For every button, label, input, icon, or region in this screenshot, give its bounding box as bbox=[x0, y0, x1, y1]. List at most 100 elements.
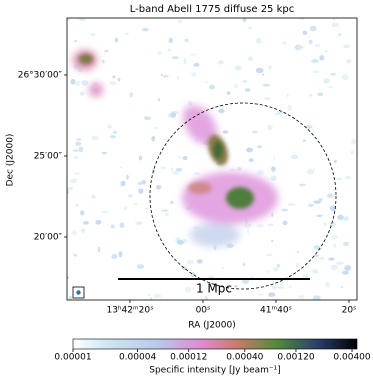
noise-speck bbox=[176, 75, 180, 80]
noise-speck bbox=[308, 39, 313, 45]
noise-speck bbox=[177, 19, 183, 24]
noise-speck bbox=[302, 30, 308, 35]
noise-speck bbox=[329, 205, 337, 212]
noise-speck bbox=[242, 262, 246, 267]
noise-speck bbox=[327, 85, 334, 88]
noise-speck bbox=[268, 292, 276, 297]
noise-speck bbox=[160, 73, 163, 77]
noise-speck bbox=[90, 33, 96, 36]
noise-speck bbox=[331, 22, 339, 27]
x-tick-label: 20ˢ bbox=[342, 306, 357, 316]
noise-speck bbox=[299, 183, 306, 187]
noise-speck bbox=[262, 83, 271, 87]
noise-speck bbox=[312, 70, 320, 73]
noise-speck bbox=[68, 295, 72, 300]
noise-speck bbox=[296, 262, 299, 269]
noise-speck bbox=[340, 286, 344, 289]
noise-speck bbox=[279, 279, 284, 286]
noise-speck bbox=[242, 79, 248, 83]
noise-speck bbox=[73, 155, 79, 160]
noise-speck bbox=[298, 294, 305, 299]
noise-speck bbox=[287, 104, 292, 111]
noise-speck bbox=[336, 177, 342, 181]
noise-speck bbox=[73, 253, 77, 257]
noise-speck bbox=[270, 175, 277, 181]
noise-speck bbox=[326, 193, 334, 198]
noise-speck bbox=[256, 223, 264, 228]
noise-speck bbox=[119, 222, 125, 229]
noise-speck bbox=[323, 221, 326, 226]
noise-speck bbox=[75, 138, 82, 141]
radio-image bbox=[67, 18, 357, 300]
noise-speck bbox=[177, 156, 181, 159]
noise-speck bbox=[97, 246, 101, 253]
noise-speck bbox=[137, 181, 142, 186]
colorbar-tick-label: 0.00012 bbox=[170, 353, 207, 363]
noise-speck bbox=[302, 139, 307, 142]
noise-speck bbox=[308, 94, 313, 97]
noise-speck bbox=[183, 58, 187, 65]
noise-speck bbox=[75, 80, 81, 86]
colorbar-label: Specific intensity [Jy beam⁻¹] bbox=[149, 366, 281, 376]
noise-speck bbox=[301, 273, 310, 279]
noise-speck bbox=[67, 189, 70, 195]
noise-speck bbox=[79, 91, 85, 96]
noise-speck bbox=[268, 65, 272, 70]
beam-box bbox=[72, 286, 85, 299]
noise-speck bbox=[266, 254, 273, 257]
noise-speck bbox=[157, 51, 162, 56]
noise-speck bbox=[271, 285, 277, 290]
noise-speck bbox=[78, 18, 86, 22]
noise-speck bbox=[129, 92, 133, 98]
noise-speck bbox=[246, 147, 253, 153]
noise-speck bbox=[177, 239, 184, 245]
noise-speck bbox=[314, 43, 321, 48]
noise-speck bbox=[147, 293, 152, 297]
y-tick-label: 25′00″ bbox=[34, 151, 63, 161]
noise-speck bbox=[138, 188, 144, 195]
noise-speck bbox=[274, 112, 282, 115]
noise-speck bbox=[154, 127, 159, 130]
noise-speck bbox=[91, 135, 99, 141]
noise-speck bbox=[191, 72, 197, 77]
noise-speck bbox=[186, 259, 194, 265]
noise-speck bbox=[112, 75, 116, 79]
noise-speck bbox=[234, 65, 242, 71]
noise-speck bbox=[118, 251, 123, 258]
noise-speck bbox=[350, 150, 354, 155]
noise-speck bbox=[248, 56, 253, 61]
noise-speck bbox=[205, 80, 208, 84]
noise-speck bbox=[330, 72, 337, 76]
noise-speck bbox=[205, 296, 208, 300]
noise-speck bbox=[91, 194, 96, 199]
noise-speck bbox=[244, 88, 251, 92]
noise-speck bbox=[242, 18, 247, 23]
noise-speck bbox=[296, 45, 305, 50]
noise-speck bbox=[337, 33, 342, 36]
noise-speck bbox=[328, 257, 335, 261]
noise-speck bbox=[67, 276, 69, 280]
noise-speck bbox=[252, 130, 258, 134]
noise-speck bbox=[277, 285, 285, 289]
noise-speck bbox=[187, 101, 193, 106]
x-axis-label: RA (J2000) bbox=[188, 321, 236, 331]
noise-speck bbox=[343, 44, 350, 49]
noise-speck bbox=[323, 78, 330, 84]
noise-speck bbox=[318, 197, 323, 202]
y-tick-label: 26°30′00″ bbox=[18, 70, 63, 80]
noise-speck bbox=[330, 264, 339, 271]
noise-speck bbox=[135, 221, 143, 225]
colorbar-tick-label: 0.00040 bbox=[226, 353, 263, 363]
y-axis-label: Dec (J2000) bbox=[6, 134, 16, 187]
noise-speck bbox=[169, 112, 176, 118]
noise-speck bbox=[172, 170, 179, 175]
noise-speck bbox=[264, 96, 271, 101]
noise-speck bbox=[218, 60, 224, 65]
noise-speck bbox=[67, 187, 74, 191]
noise-speck bbox=[157, 98, 161, 102]
noise-speck bbox=[344, 175, 351, 179]
noise-speck bbox=[226, 91, 231, 95]
noise-speck bbox=[335, 261, 344, 265]
noise-speck bbox=[109, 135, 117, 139]
noise-speck bbox=[190, 272, 196, 277]
